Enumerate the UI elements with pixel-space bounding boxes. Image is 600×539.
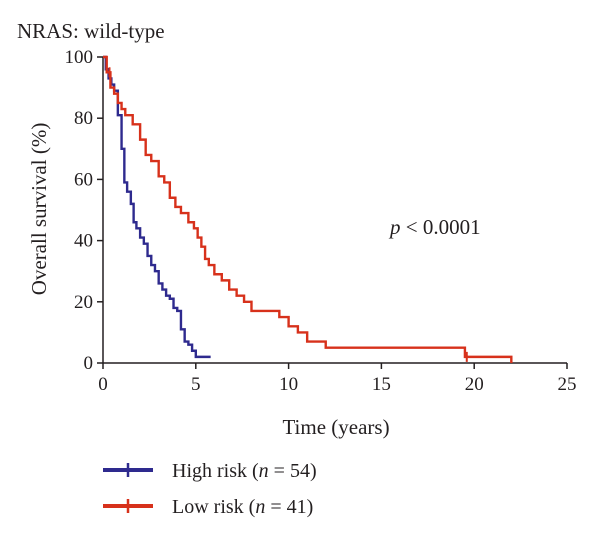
survival-curves <box>103 55 513 363</box>
x-tick-label: 20 <box>465 374 484 395</box>
y-tick-label: 40 <box>74 231 93 252</box>
p-value-text: < 0.0001 <box>401 215 481 239</box>
legend-label: Low risk (n = 41) <box>172 496 313 518</box>
y-ticks: 0 20 40 60 80 100 <box>65 47 103 374</box>
legend-label: High risk (n = 54) <box>172 460 317 482</box>
y-tick-label: 0 <box>84 353 94 374</box>
p-value-annotation: p < 0.0001 <box>388 215 481 239</box>
legend: High risk (n = 54) Low risk (n = 41) <box>103 460 317 518</box>
y-tick-label: 20 <box>74 292 93 313</box>
x-axis-title: Time (years) <box>282 415 389 439</box>
y-tick-label: 100 <box>65 47 94 68</box>
y-axis-title: Overall survival (%) <box>27 123 51 296</box>
p-value-symbol: p <box>388 215 401 239</box>
x-tick-label: 5 <box>191 374 201 395</box>
x-tick-label: 10 <box>279 374 298 395</box>
y-tick-label: 80 <box>74 108 93 129</box>
x-tick-label: 25 <box>558 374 577 395</box>
y-tick-label: 60 <box>74 169 93 190</box>
low-risk-curve <box>103 55 513 363</box>
x-tick-label: 0 <box>98 374 108 395</box>
chart-title: NRAS: wild-type <box>17 19 165 43</box>
x-tick-label: 15 <box>372 374 391 395</box>
plot-area: 0 20 40 60 80 100 0 5 10 15 20 25 <box>65 47 577 395</box>
x-ticks: 0 5 10 15 20 25 <box>98 363 577 395</box>
